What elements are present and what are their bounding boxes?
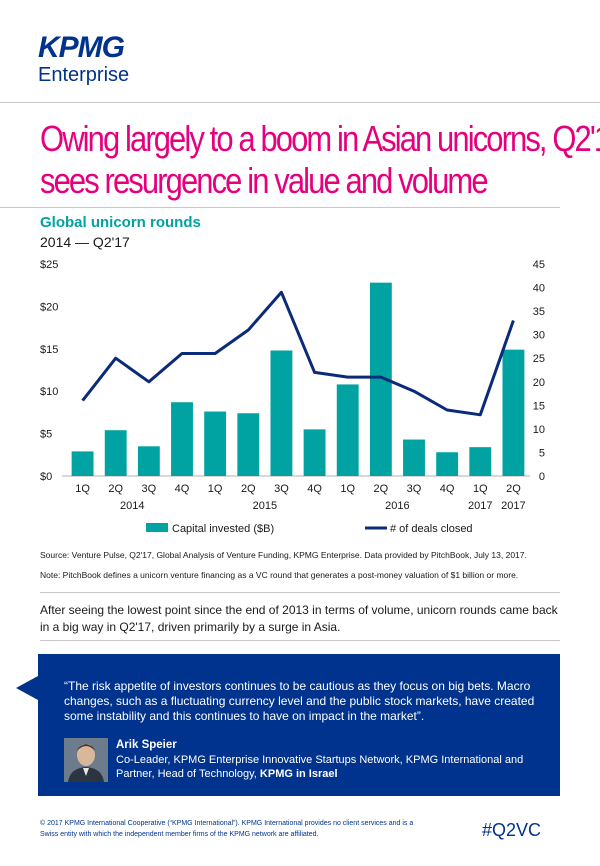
left-axis-tick: $5: [40, 429, 52, 441]
right-axis-tick: 20: [533, 377, 545, 389]
right-axis-tick: 0: [539, 471, 545, 483]
bar-capital-invested: [336, 384, 359, 476]
right-axis-tick: 30: [533, 330, 545, 342]
category-tick-label: 2Q: [506, 483, 521, 495]
quote-pointer: [16, 676, 38, 700]
right-axis-tick: 5: [539, 447, 545, 459]
speaker-role: Co-Leader, KPMG Enterprise Innovative St…: [116, 754, 524, 780]
left-axis-tick: $10: [40, 386, 58, 398]
speaker-name: Arik Speier: [116, 739, 177, 751]
year-tick-label: 2016: [385, 500, 409, 512]
speaker-org: KPMG in Israel: [259, 768, 338, 780]
chart-subtitle: 2014 — Q2'17: [40, 234, 130, 250]
category-tick-label: 2Q: [108, 483, 123, 495]
chart-title: Global unicorn rounds: [40, 214, 201, 231]
bar-capital-invested: [204, 411, 227, 476]
year-tick-label: 2017: [501, 500, 525, 512]
bar-capital-invested: [369, 282, 392, 476]
bar-capital-invested: [237, 413, 260, 476]
definition-note: Note: PitchBook defines a unicorn ventur…: [40, 570, 519, 580]
bar-capital-invested: [171, 402, 193, 476]
logo-wordmark: KPMG: [38, 31, 125, 64]
source-note: Source: Venture Pulse, Q2'17, Global Ana…: [40, 550, 527, 560]
category-tick-label: 4Q: [440, 483, 455, 495]
left-axis-tick: $15: [40, 344, 58, 356]
mid-divider: [0, 207, 560, 208]
right-axis-tick: 25: [533, 353, 545, 365]
bar-capital-invested: [71, 451, 94, 476]
bar-capital-invested: [303, 429, 326, 476]
legal-footer: © 2017 KPMG International Cooperative (“…: [40, 820, 414, 838]
year-tick-label: 2015: [253, 500, 277, 512]
category-tick-label: 1Q: [473, 483, 488, 495]
bar-capital-invested: [137, 446, 160, 476]
right-axis-tick: 40: [533, 283, 545, 295]
right-axis-tick: 10: [533, 424, 545, 436]
speaker-avatar: [64, 738, 108, 782]
page-headline: Owing largely to a boom in Asian unicorn…: [40, 118, 600, 202]
legend-swatch-capital: [146, 523, 168, 532]
legend-label-capital: Capital invested ($B): [172, 523, 274, 535]
headline-line-2: sees resurgence in value and volume: [40, 160, 489, 201]
category-tick-label: 3Q: [142, 483, 157, 495]
intro-divider-top: [40, 592, 560, 593]
top-divider: [0, 102, 600, 103]
category-tick-label: 4Q: [307, 483, 322, 495]
headline-line-1: Owing largely to a boom in Asian unicorn…: [40, 118, 600, 159]
category-tick-label: 1Q: [75, 483, 90, 495]
right-axis-tick: 15: [533, 400, 545, 412]
bar-capital-invested: [469, 447, 492, 476]
category-tick-label: 3Q: [407, 483, 422, 495]
bar-capital-invested: [104, 430, 127, 476]
logo-subtitle: Enterprise: [38, 64, 130, 86]
year-tick-label: 2014: [120, 500, 144, 512]
quote-box: [38, 654, 560, 796]
left-axis-tick: $20: [40, 301, 58, 313]
category-tick-label: 4Q: [175, 483, 190, 495]
intro-paragraph: After seeing the lowest point since the …: [40, 603, 558, 634]
legend-label-deals: # of deals closed: [390, 523, 473, 535]
kpmg-logo: KPMG Enterprise: [38, 31, 130, 87]
bar-capital-invested: [270, 350, 293, 476]
left-axis-tick: $0: [40, 471, 52, 483]
left-axis-tick: $25: [40, 259, 58, 271]
bar-capital-invested: [502, 349, 525, 476]
year-tick-label: 2017: [468, 500, 492, 512]
bar-capital-invested: [436, 452, 459, 476]
speaker-title: Co-Leader, KPMG Enterprise Innovative St…: [116, 753, 554, 781]
category-tick-label: 3Q: [274, 483, 289, 495]
right-axis-tick: 45: [533, 259, 545, 271]
quote-text: “The risk appetite of investors continue…: [64, 679, 535, 723]
category-tick-label: 2Q: [374, 483, 389, 495]
line-deals-closed: [81, 290, 515, 417]
bar-capital-invested: [403, 439, 425, 476]
category-tick-label: 1Q: [208, 483, 223, 495]
category-tick-label: 1Q: [340, 483, 355, 495]
right-axis-tick: 35: [533, 306, 545, 318]
category-tick-label: 2Q: [241, 483, 256, 495]
intro-divider-bottom: [40, 640, 560, 641]
unicorn-rounds-chart: $0 $5 $10 $15 $20 $25 0 5 10 15 20 25 30 35 40 45 1Q 2Q 3Q…: [40, 259, 545, 535]
hashtag: #Q2VC: [482, 820, 542, 840]
